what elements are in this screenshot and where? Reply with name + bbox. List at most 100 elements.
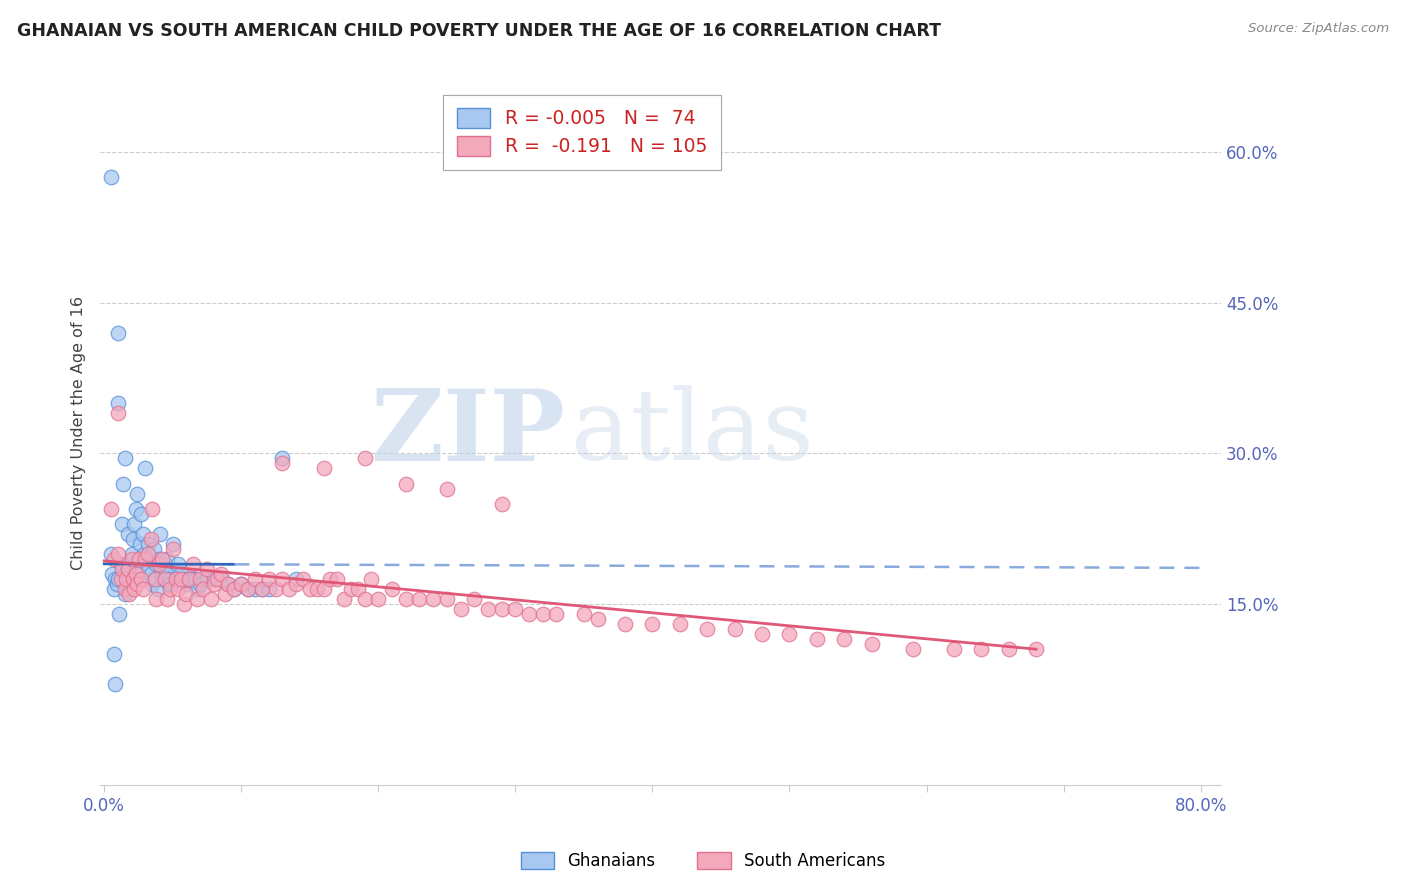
Point (100, 170, 122, 185)
Point (546, 607, 568, 621)
Point (111, 562, 134, 576)
Point (614, 617, 637, 632)
Point (139, 566, 162, 581)
Point (104, 677, 127, 691)
Point (131, 582, 153, 596)
Point (181, 557, 204, 571)
Point (128, 537, 150, 551)
Point (505, 602, 527, 616)
Text: ZIP: ZIP (371, 384, 565, 482)
Point (264, 582, 287, 596)
Point (353, 451, 375, 466)
Point (450, 602, 472, 616)
Point (156, 592, 179, 607)
Point (173, 597, 195, 611)
Point (531, 607, 554, 621)
Point (124, 582, 146, 596)
Point (217, 577, 239, 591)
Point (124, 516, 146, 531)
Point (942, 642, 965, 657)
Y-axis label: Child Poverty Under the Age of 16: Child Poverty Under the Age of 16 (72, 296, 86, 570)
Point (148, 551, 170, 566)
Point (696, 622, 718, 636)
Point (970, 642, 993, 657)
Point (236, 582, 259, 596)
Point (257, 582, 280, 596)
Point (517, 607, 540, 621)
Point (131, 526, 153, 541)
Point (176, 577, 198, 591)
Point (153, 557, 176, 571)
Point (176, 587, 198, 601)
Point (641, 617, 664, 632)
Point (477, 602, 499, 616)
Point (141, 501, 163, 516)
Point (125, 566, 148, 581)
Point (114, 582, 136, 596)
Point (778, 627, 800, 641)
Point (236, 582, 259, 596)
Point (200, 592, 222, 607)
Point (312, 582, 335, 596)
Point (806, 632, 828, 647)
Point (115, 557, 138, 571)
Point (127, 577, 149, 591)
Point (422, 592, 444, 607)
Point (231, 577, 253, 591)
Point (217, 577, 239, 591)
Point (278, 582, 301, 596)
Text: atlas: atlas (571, 385, 814, 481)
Point (319, 572, 342, 586)
Point (367, 592, 389, 607)
Point (224, 582, 246, 596)
Point (143, 572, 166, 586)
Point (901, 642, 924, 657)
Point (156, 551, 179, 566)
Point (134, 551, 156, 566)
Point (135, 551, 157, 566)
Point (191, 582, 214, 596)
Point (128, 566, 150, 581)
Point (101, 566, 124, 581)
Point (340, 582, 363, 596)
Point (159, 582, 181, 596)
Point (186, 582, 208, 596)
Point (136, 547, 159, 561)
Point (117, 562, 139, 576)
Point (100, 501, 122, 516)
Point (128, 551, 150, 566)
Point (586, 612, 609, 626)
Point (165, 572, 187, 586)
Point (153, 572, 176, 586)
Point (103, 582, 125, 596)
Point (285, 572, 308, 586)
Point (312, 461, 335, 475)
Point (118, 587, 141, 601)
Point (181, 572, 204, 586)
Point (188, 577, 211, 591)
Point (150, 551, 173, 566)
Point (271, 457, 294, 471)
Point (170, 566, 193, 581)
Point (125, 501, 148, 516)
Point (333, 592, 356, 607)
Point (285, 577, 308, 591)
Point (173, 572, 195, 586)
Point (160, 577, 183, 591)
Point (572, 607, 595, 621)
Legend: Ghanaians, South Americans: Ghanaians, South Americans (515, 845, 891, 877)
Point (122, 532, 145, 546)
Point (118, 562, 141, 576)
Text: Source: ZipAtlas.com: Source: ZipAtlas.com (1249, 22, 1389, 36)
Point (257, 572, 280, 586)
Point (243, 572, 266, 586)
Point (305, 582, 328, 596)
Point (110, 557, 132, 571)
Point (139, 532, 162, 546)
Point (136, 537, 159, 551)
Point (111, 516, 134, 531)
Point (167, 582, 190, 596)
Legend: R = -0.005   N =  74, R =  -0.191   N = 105: R = -0.005 N = 74, R = -0.191 N = 105 (443, 95, 721, 169)
Point (110, 572, 132, 586)
Point (353, 592, 375, 607)
